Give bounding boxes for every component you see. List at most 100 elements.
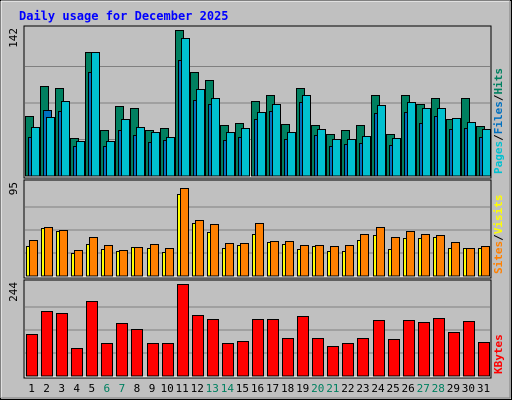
bar-kbytes-day-21 <box>327 346 339 377</box>
bar-sites-day-5 <box>89 237 98 277</box>
legend-separator: / <box>492 94 505 101</box>
bar-kbytes-day-3 <box>56 313 68 377</box>
bar-pages-day-9 <box>151 132 160 177</box>
bar-kbytes-day-31 <box>478 342 490 377</box>
day-label-9: 9 <box>149 382 156 395</box>
bar-kbytes-day-29 <box>448 332 460 377</box>
legend-separator: / <box>492 134 505 141</box>
legend-separator: / <box>492 234 505 241</box>
bar-kbytes-day-19 <box>297 316 309 377</box>
chart-title: Daily usage for December 2025 <box>19 9 229 23</box>
bar-sites-day-4 <box>74 250 83 277</box>
bar-kbytes-day-6 <box>101 343 113 377</box>
bar-pages-day-22 <box>347 139 356 177</box>
day-label-7: 7 <box>119 382 126 395</box>
day-label-30: 30 <box>462 382 475 395</box>
bar-pages-day-26 <box>407 102 416 177</box>
bar-sites-day-20 <box>315 245 324 277</box>
bar-kbytes-day-15 <box>237 341 249 377</box>
bar-sites-day-26 <box>406 231 415 277</box>
bar-sites-day-21 <box>330 246 339 277</box>
bar-sites-day-19 <box>300 245 309 277</box>
bar-sites-day-23 <box>360 234 369 277</box>
panel-middle-max-label: 95 <box>7 182 20 195</box>
bar-kbytes-day-24 <box>373 320 385 377</box>
bar-pages-day-15 <box>241 128 250 177</box>
day-label-17: 17 <box>266 382 279 395</box>
bar-kbytes-day-8 <box>131 329 143 377</box>
day-label-5: 5 <box>88 382 95 395</box>
day-label-14: 14 <box>221 382 235 395</box>
bar-kbytes-day-4 <box>71 348 83 377</box>
bar-sites-day-11 <box>180 188 189 277</box>
day-label-31: 31 <box>477 382 490 395</box>
bar-sites-day-25 <box>391 237 400 277</box>
bar-kbytes-day-26 <box>403 320 415 377</box>
bar-pages-day-2 <box>46 117 55 177</box>
bar-pages-day-16 <box>257 112 266 177</box>
day-label-18: 18 <box>281 382 294 395</box>
bar-pages-day-18 <box>287 132 296 177</box>
legend-pages: Pages <box>492 141 505 174</box>
bar-sites-day-30 <box>466 248 475 277</box>
bar-kbytes-day-11 <box>177 284 189 377</box>
bar-kbytes-day-7 <box>116 323 128 377</box>
bar-kbytes-day-9 <box>147 343 159 377</box>
day-label-23: 23 <box>356 382 369 395</box>
bar-pages-day-25 <box>392 138 401 177</box>
bar-pages-day-12 <box>196 89 205 177</box>
bar-kbytes-day-22 <box>342 343 354 377</box>
panel-middle: 95 Sites/Visits <box>7 179 505 279</box>
bar-pages-day-7 <box>121 119 130 177</box>
bar-pages-day-28 <box>437 108 446 177</box>
bar-sites-day-17 <box>270 241 279 277</box>
panel-bottom-legend: KBytes <box>492 334 505 374</box>
day-label-26: 26 <box>402 382 415 395</box>
bar-pages-day-31 <box>482 129 491 177</box>
legend-files: Files <box>492 101 505 134</box>
bar-sites-day-29 <box>451 242 460 277</box>
bar-pages-day-10 <box>166 137 175 177</box>
bar-pages-day-24 <box>377 105 386 177</box>
bar-kbytes-day-25 <box>388 339 400 377</box>
bar-kbytes-day-12 <box>192 315 204 377</box>
bar-kbytes-day-30 <box>463 321 475 377</box>
bar-pages-day-29 <box>452 118 461 177</box>
bar-sites-day-10 <box>165 248 174 277</box>
bar-kbytes-day-17 <box>267 319 279 377</box>
bar-kbytes-day-18 <box>282 338 294 377</box>
bar-pages-day-1 <box>31 127 40 177</box>
bar-kbytes-day-10 <box>162 343 174 377</box>
day-label-27: 27 <box>417 382 430 395</box>
day-label-12: 12 <box>191 382 204 395</box>
panel-top-max-label: 142 <box>7 28 20 48</box>
panel-middle-legend: Sites/Visits <box>492 195 505 275</box>
day-label-24: 24 <box>371 382 385 395</box>
legend-hits: Hits <box>492 68 505 95</box>
day-label-28: 28 <box>432 382 445 395</box>
day-label-8: 8 <box>134 382 141 395</box>
bar-pages-day-13 <box>211 98 220 177</box>
day-label-3: 3 <box>58 382 65 395</box>
bar-pages-day-20 <box>317 129 326 177</box>
bar-sites-day-27 <box>421 234 430 277</box>
bar-sites-day-31 <box>481 246 490 277</box>
panel-top-legend: Pages/Files/Hits <box>492 68 505 174</box>
bar-kbytes-day-20 <box>312 338 324 377</box>
bar-sites-day-1 <box>29 240 38 277</box>
bar-sites-day-15 <box>240 243 249 277</box>
bar-kbytes-day-2 <box>41 311 53 377</box>
bar-kbytes-day-27 <box>418 322 430 377</box>
bar-pages-day-21 <box>332 139 341 177</box>
day-label-29: 29 <box>447 382 460 395</box>
day-label-19: 19 <box>296 382 309 395</box>
legend-sites: Sites <box>492 241 505 274</box>
bar-sites-day-16 <box>255 223 264 277</box>
day-label-2: 2 <box>43 382 50 395</box>
bar-pages-day-19 <box>302 95 311 177</box>
day-label-11: 11 <box>176 382 189 395</box>
bar-sites-day-12 <box>195 220 204 277</box>
